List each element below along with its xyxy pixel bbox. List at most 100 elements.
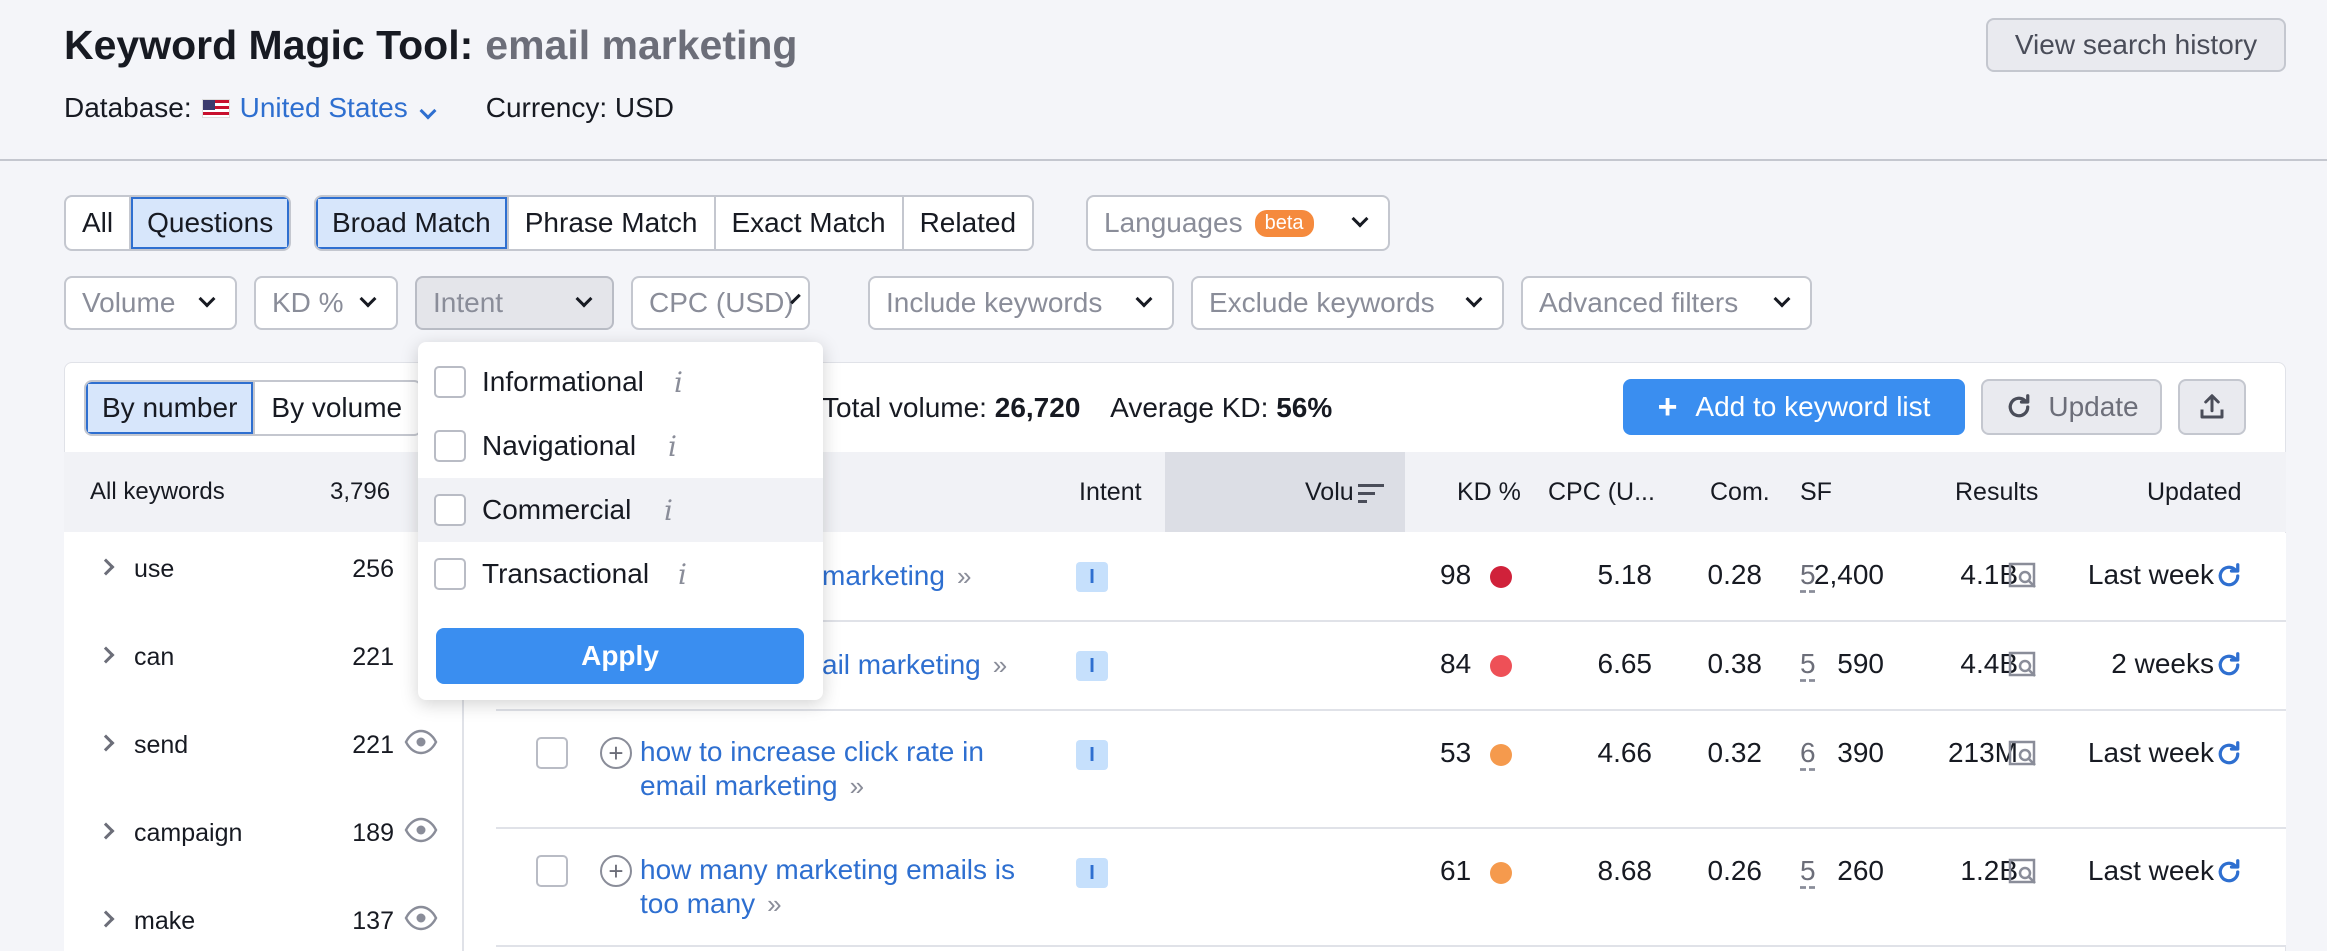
col-com[interactable]: Com.: [1710, 478, 1770, 506]
sidebar-item-make[interactable]: make 137: [64, 883, 464, 951]
serp-preview-icon[interactable]: [2008, 561, 2038, 591]
sidebar-item-use[interactable]: use 256: [64, 531, 464, 619]
info-icon[interactable]: i: [674, 366, 683, 399]
eye-icon[interactable]: [404, 817, 438, 843]
serp-features-count[interactable]: 5: [1800, 855, 1816, 886]
update-button[interactable]: Update: [1981, 379, 2162, 435]
cpc-filter[interactable]: CPC (USD): [631, 276, 810, 330]
all-keywords-label: All keywords: [90, 478, 225, 505]
intent-option-informational[interactable]: Informational i: [418, 350, 823, 414]
refresh-icon[interactable]: [2214, 650, 2244, 680]
keyword-groups-sidebar: [64, 532, 464, 951]
database-selector[interactable]: United States: [240, 92, 437, 124]
sidebar-item-campaign[interactable]: campaign 189: [64, 795, 464, 883]
keyword-link[interactable]: how to increase click rate in email mark…: [640, 735, 984, 803]
cpc-value: 5.18: [1597, 559, 1653, 590]
languages-dropdown[interactable]: Languages beta: [1086, 195, 1390, 251]
col-cpc[interactable]: CPC (U...: [1548, 478, 1655, 506]
option-checkbox[interactable]: [434, 430, 466, 462]
intent-badge: I: [1076, 562, 1108, 592]
col-updated[interactable]: Updated: [2147, 478, 2242, 506]
serp-features-count[interactable]: 5: [1800, 559, 1816, 590]
refresh-icon[interactable]: [2214, 739, 2244, 769]
group-label: send: [134, 731, 189, 759]
group-label: can: [134, 643, 175, 671]
tab-related[interactable]: Related: [919, 207, 1017, 238]
apply-button[interactable]: Apply: [436, 628, 804, 684]
chevron-down-icon: [419, 102, 437, 120]
tab-questions[interactable]: Questions: [131, 197, 290, 249]
intent-dropdown-menu: Informational i Navigational i Commercia…: [418, 342, 823, 700]
exclude-keywords-filter[interactable]: Exclude keywords: [1191, 276, 1504, 330]
intent-badge: I: [1076, 740, 1108, 770]
option-checkbox[interactable]: [434, 558, 466, 590]
refresh-icon[interactable]: [2214, 561, 2244, 591]
info-icon[interactable]: i: [668, 430, 677, 463]
row-checkbox[interactable]: [536, 855, 568, 887]
volume-value: 260: [1837, 855, 1884, 886]
serp-preview-icon[interactable]: [2008, 739, 2038, 769]
database-label: Database:: [64, 92, 192, 123]
refresh-icon[interactable]: [2214, 857, 2244, 887]
kd-difficulty-dot: [1490, 744, 1512, 766]
col-intent[interactable]: Intent: [1079, 478, 1142, 506]
all-keywords-group[interactable]: All keywords 3,796: [64, 452, 464, 532]
intent-option-transactional[interactable]: Transactional i: [418, 542, 823, 606]
option-checkbox[interactable]: [434, 366, 466, 398]
keyword-text-line2: too many: [640, 888, 756, 919]
intent-filter[interactable]: Intent: [415, 276, 614, 330]
view-search-history-button[interactable]: View search history: [1986, 18, 2286, 72]
eye-icon[interactable]: [404, 905, 438, 931]
tab-phrase-match[interactable]: Phrase Match: [509, 197, 716, 249]
chevron-down-icon: [1773, 290, 1791, 308]
all-keywords-count: 3,796: [330, 478, 391, 505]
by-number-button[interactable]: By number: [86, 382, 256, 434]
intent-option-commercial[interactable]: Commercial i: [418, 478, 823, 542]
col-sf[interactable]: SF: [1800, 478, 1832, 506]
group-count: 256: [352, 555, 394, 583]
kd-value: 98: [1440, 559, 1472, 590]
keyword-link[interactable]: ail marketing »: [822, 648, 1007, 682]
kd-filter[interactable]: KD %: [254, 276, 398, 330]
results-value: 1.2B: [1960, 855, 2018, 886]
col-results[interactable]: Results: [1955, 478, 2039, 506]
double-chevron-icon[interactable]: »: [849, 771, 865, 801]
serp-preview-icon[interactable]: [2008, 857, 2038, 887]
chevron-down-icon: [359, 290, 377, 308]
info-icon[interactable]: i: [664, 494, 673, 527]
add-keyword-icon[interactable]: +: [600, 737, 632, 769]
advanced-filters[interactable]: Advanced filters: [1521, 276, 1812, 330]
updated-value: Last week: [2087, 855, 2214, 886]
tab-all[interactable]: All: [66, 197, 132, 249]
double-chevron-icon[interactable]: »: [767, 889, 782, 919]
double-chevron-icon[interactable]: »: [992, 650, 1008, 680]
results-value: 213M: [1947, 737, 2018, 768]
sidebar-item-can[interactable]: can 221: [64, 619, 464, 707]
double-chevron-icon[interactable]: »: [956, 561, 972, 591]
serp-features-count[interactable]: 6: [1800, 737, 1816, 768]
volume-value: 2,400: [1813, 559, 1884, 590]
export-button[interactable]: [2178, 379, 2246, 435]
row-checkbox[interactable]: [536, 737, 568, 769]
serp-preview-icon[interactable]: [2008, 650, 2038, 680]
col-volume-sorted[interactable]: Volu: [1165, 452, 1405, 532]
sidebar-item-send[interactable]: send 221: [64, 707, 464, 795]
add-to-keyword-list-label: Add to keyword list: [1695, 391, 1931, 422]
keyword-link[interactable]: how many marketing emails is too many »: [640, 853, 1015, 921]
intent-option-navigational[interactable]: Navigational i: [418, 414, 823, 478]
updated-value: Last week: [2087, 737, 2214, 768]
add-keyword-icon[interactable]: +: [600, 855, 632, 887]
currency-label: Currency: USD: [485, 92, 675, 123]
col-kd[interactable]: KD %: [1457, 478, 1521, 506]
eye-icon[interactable]: [404, 729, 438, 755]
keyword-link[interactable]: marketing »: [822, 559, 971, 593]
serp-features-count[interactable]: 5: [1800, 648, 1816, 679]
info-icon[interactable]: i: [678, 558, 687, 591]
by-volume-button[interactable]: By volume: [255, 382, 421, 434]
volume-filter[interactable]: Volume: [64, 276, 237, 330]
tab-exact-match[interactable]: Exact Match: [716, 197, 904, 249]
option-checkbox[interactable]: [434, 494, 466, 526]
add-to-keyword-list-button[interactable]: + Add to keyword list: [1623, 379, 1965, 435]
include-keywords-filter[interactable]: Include keywords: [868, 276, 1174, 330]
tab-broad-match[interactable]: Broad Match: [316, 197, 509, 249]
